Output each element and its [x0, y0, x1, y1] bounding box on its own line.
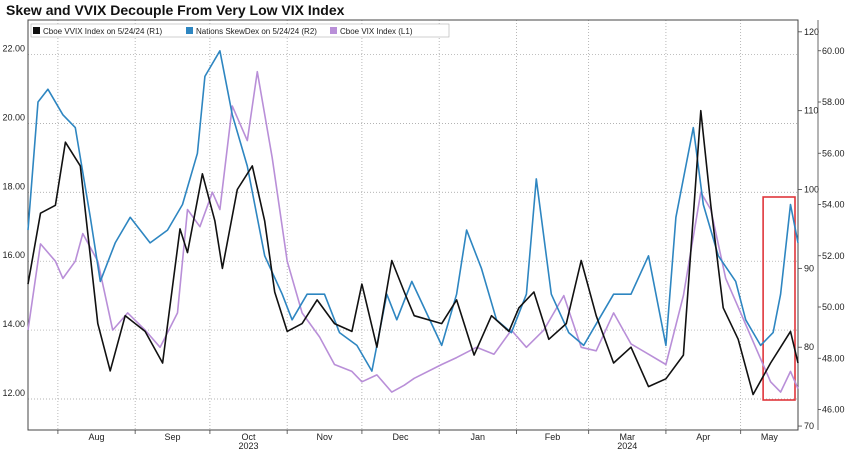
series-layer — [27, 49, 799, 396]
y-r2-tick-label: 50.00 — [822, 302, 845, 312]
y-left-tick-label: 22.00 — [2, 43, 25, 53]
x-tick-label: Aug — [89, 432, 105, 442]
legend: Cboe VVIX Index on 5/24/24 (R1) Nations S… — [30, 23, 450, 38]
y-left-tick-label: 18.00 — [2, 181, 25, 191]
x-tick-label: Feb — [545, 432, 561, 442]
x-tick-label: Apr — [696, 432, 710, 442]
x-tick-label: Nov — [317, 432, 334, 442]
axis-labels: 12.00 14.00 16.00 18.00 20.00 22.00 70 80 90 100 1… — [2, 20, 845, 451]
chart-grid — [28, 20, 798, 430]
legend-label: Cboe VVIX Index on 5/24/24 (R1) — [43, 27, 163, 36]
y-left-tick-label: 12.00 — [2, 388, 25, 398]
series-line-r1 — [27, 109, 799, 396]
x-tick-label: Dec — [393, 432, 410, 442]
x-tick-label: May — [761, 432, 779, 442]
y-r1-tick-label: 70 — [804, 421, 814, 431]
y-left-tick-label: 14.00 — [2, 319, 25, 329]
y-r2-tick-label: 58.00 — [822, 97, 845, 107]
highlight-box — [762, 196, 796, 401]
y-r1-tick-label: 120 — [804, 27, 819, 37]
x-year-label: 2023 — [239, 441, 259, 451]
y-r2-tick-label: 56.00 — [822, 148, 845, 158]
y-r2-tick-label: 46.00 — [822, 405, 845, 415]
legend-swatch — [33, 27, 40, 34]
legend-swatch — [186, 27, 193, 34]
y-r1-tick-label: 80 — [804, 342, 814, 352]
y-r1-tick-label: 90 — [804, 263, 814, 273]
x-year-label: 2024 — [617, 441, 637, 451]
plot-frame — [27, 19, 799, 431]
series-line-r2 — [27, 49, 799, 372]
y-r2-tick-label: 48.00 — [822, 353, 845, 363]
y-left-tick-label: 16.00 — [2, 250, 25, 260]
y-r2-tick-label: 54.00 — [822, 200, 845, 210]
x-tick-label: Mar — [620, 432, 636, 442]
legend-box — [30, 23, 450, 38]
y-r2-tick-label: 60.00 — [822, 46, 845, 56]
x-tick-label: Jan — [471, 432, 486, 442]
legend-label: Cboe VIX Index (L1) — [340, 27, 413, 36]
x-tick-label: Oct — [242, 432, 257, 442]
highlight-box-layer — [762, 196, 796, 401]
y-r1-tick-label: 100 — [804, 185, 819, 195]
y-left-tick-label: 20.00 — [2, 112, 25, 122]
y-r2-tick-label: 52.00 — [822, 251, 845, 261]
y-r1-tick-label: 110 — [804, 106, 818, 116]
legend-swatch — [330, 27, 337, 34]
chart-title: Skew and VVIX Decouple From Very Low VIX… — [6, 2, 345, 18]
legend-label: Nations SkewDex on 5/24/24 (R2) — [196, 27, 317, 36]
x-tick-label: Sep — [165, 432, 181, 442]
series-line-l1 — [27, 70, 799, 393]
